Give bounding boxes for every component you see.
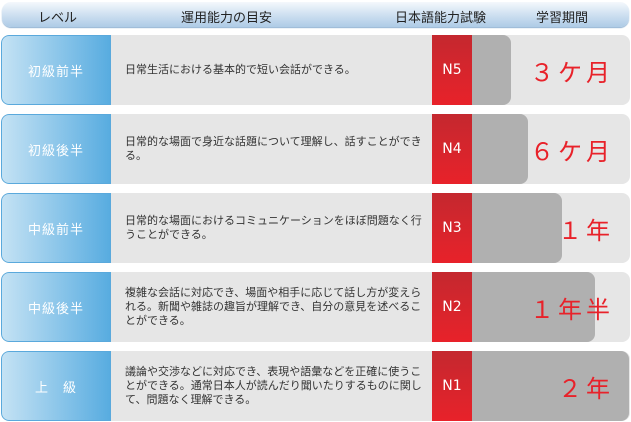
table-row: 初級前半 日常生活における基本的で短い会話ができる。 N5 ３ケ月 [1,35,630,105]
header-period: 学習期間 [536,11,589,26]
study-period: １年半 [530,295,614,324]
header-ability: 運用能力の目安 [181,11,273,26]
table-row: 中級後半 複雑な会話に対応でき、場面や相手に応じて話し方が変えられる。新聞や雑誌… [1,272,630,342]
level-label: 上 級 [1,351,111,421]
duration-bar [472,193,562,263]
table-row: 上 級 議論や交渉などに対応でき、表現や語彙などを正確に使うことができる。通常日… [1,351,630,421]
table-header: レベル 運用能力の目安 日本語能力試験 学習期間 [2,2,629,27]
duration-bar [472,272,595,342]
description-text: 日常生活における基本的で短い会話ができる。 [125,63,356,76]
jlpt-level: N3 [432,193,472,263]
table-row: 初級後半 日常的な場面で身近な話題について理解し、話すことができる。 N4 ６ケ… [1,114,630,184]
description-text: 複雑な会話に対応でき、場面や相手に応じて話し方が変えられる。新聞や雑誌の趣旨が理… [125,286,422,327]
description-text: 日常的な場面におけるコミュニケーションをほぼ問題なく行うことができる。 [125,214,422,241]
study-period: １年 [558,216,614,245]
study-period: ２年 [558,374,614,403]
duration-bar [472,114,528,184]
level-label: 初級前半 [1,35,111,105]
jlpt-level: N1 [432,351,472,421]
ability-description: 日常的な場面におけるコミュニケーションをほぼ問題なく行うことができる。 [125,193,425,263]
study-period: ３ケ月 [530,58,614,87]
duration-bar [472,351,629,421]
description-text: 議論や交渉などに対応でき、表現や語彙などを正確に使うことができる。通常日本人が読… [125,365,422,406]
level-label: 初級後半 [1,114,111,184]
ability-description: 複雑な会話に対応でき、場面や相手に応じて話し方が変えられる。新聞や雑誌の趣旨が理… [125,272,425,342]
jlpt-level: N5 [432,35,472,105]
header-jlpt: 日本語能力試験 [395,11,487,26]
jlpt-level: N4 [432,114,472,184]
header-level: レベル [38,11,78,26]
level-label: 中級後半 [1,272,111,342]
ability-description: 日常生活における基本的で短い会話ができる。 [125,35,425,105]
table-row: 中級前半 日常的な場面におけるコミュニケーションをほぼ問題なく行うことができる。… [1,193,630,263]
ability-description: 議論や交渉などに対応でき、表現や語彙などを正確に使うことができる。通常日本人が読… [125,351,425,421]
ability-description: 日常的な場面で身近な話題について理解し、話すことができる。 [125,114,425,184]
duration-bar [472,35,511,105]
jlpt-level: N2 [432,272,472,342]
description-text: 日常的な場面で身近な話題について理解し、話すことができる。 [125,135,422,162]
level-label: 中級前半 [1,193,111,263]
study-period: ６ケ月 [530,137,614,166]
